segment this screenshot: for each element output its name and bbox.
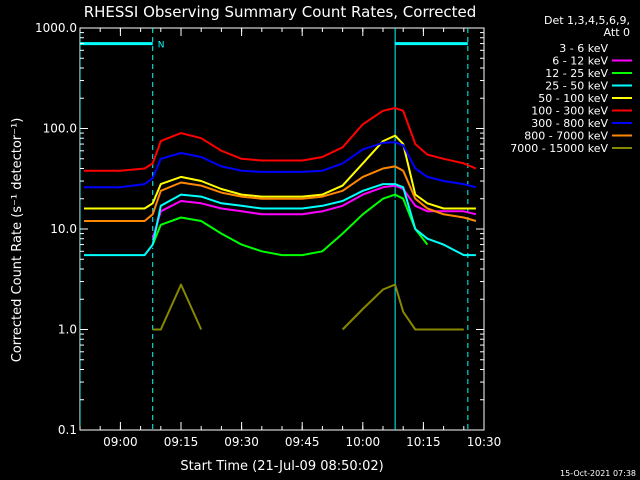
legend-entry-label: 50 - 100 keV [538, 92, 608, 105]
y-tick-label: 1.0 [58, 323, 77, 337]
legend-entry-label: 3 - 6 keV [559, 42, 608, 55]
plot-area: N [79, 27, 485, 431]
legend-entry-label: 25 - 50 keV [545, 80, 608, 93]
x-tick-label: 09:30 [224, 435, 259, 449]
y-axis-label: Corrected Count Rate (s⁻¹ detector⁻¹) [10, 118, 25, 363]
legend-header: Det 1,3,4,5,6,9, [544, 14, 630, 27]
x-tick-label: 10:00 [346, 435, 381, 449]
x-tick-label: 10:30 [467, 435, 502, 449]
chart-title: RHESSI Observing Summary Count Rates, Co… [84, 3, 477, 21]
legend-entry-label: 300 - 800 keV [531, 117, 608, 130]
y-tick-label: 10.0 [50, 222, 77, 236]
x-tick-label: 09:15 [164, 435, 199, 449]
y-tick-label: 0.1 [58, 423, 77, 437]
x-axis: 09:00 09:15 09:30 09:45 10:00 10:15 10:30 [79, 28, 502, 449]
x-axis-label: Start Time (21-Jul-09 08:50:02) [180, 459, 383, 474]
x-tick-label: 10:15 [406, 435, 441, 449]
series-line [152, 283, 203, 331]
legend-entry-label: 6 - 12 keV [552, 55, 608, 68]
legend-entry-label: 12 - 25 keV [545, 67, 608, 80]
footer-timestamp: 15-Oct-2021 07:38 [560, 469, 636, 478]
series-group [80, 28, 477, 430]
series-line [151, 197, 428, 249]
legend-entry-label: 100 - 300 keV [531, 105, 608, 118]
series-line [151, 193, 429, 257]
x-tick-label: 09:45 [285, 435, 320, 449]
y-tick-label: 100.0 [43, 122, 77, 136]
x-tick-label: 09:00 [103, 435, 138, 449]
y-axis: 0.1 1.0 10.0 100.0 1000.0 [35, 21, 484, 437]
series-line [84, 165, 477, 222]
series-line [84, 141, 477, 189]
legend-entry-label: 800 - 7000 keV [524, 130, 608, 143]
series-line [341, 283, 464, 331]
annotation-label: N [158, 41, 165, 51]
legend-entry-label: 7000 - 15000 keV [510, 142, 608, 155]
legend-header: Att 0 [604, 26, 630, 39]
series-line [84, 134, 476, 210]
series-line [84, 107, 477, 172]
series-line [84, 183, 476, 257]
y-tick-label: 1000.0 [35, 21, 77, 35]
series-line [151, 184, 477, 239]
